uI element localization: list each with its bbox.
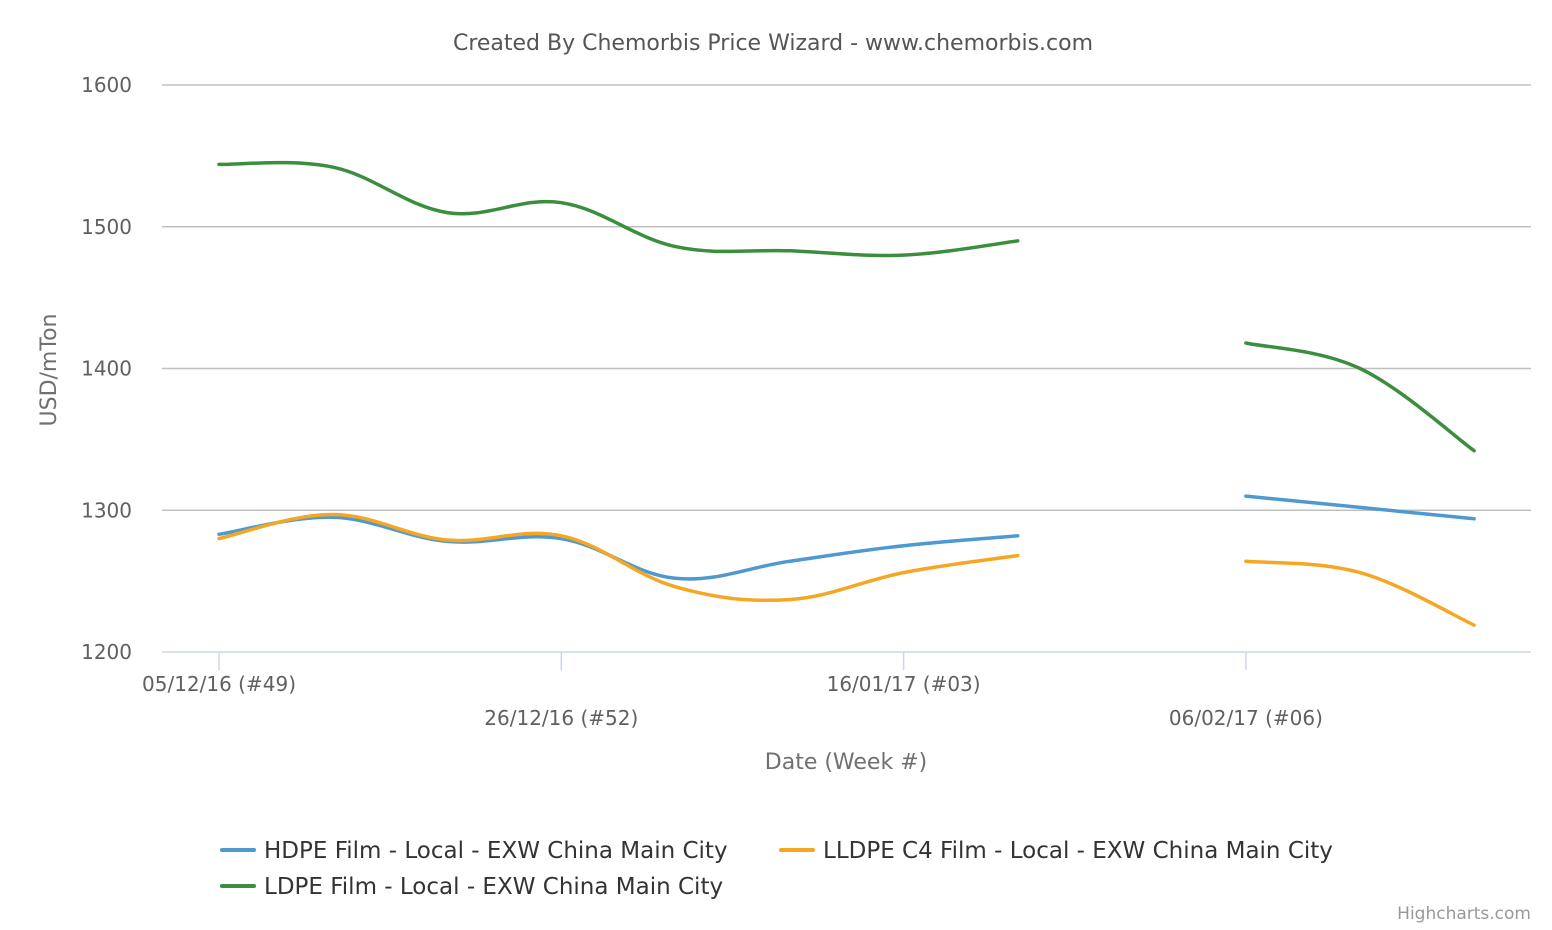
y-axis-tick-labels: 1200 1300 1400 1500 1600: [81, 73, 132, 664]
series-line-1-segment-1[interactable]: [1244, 559, 1476, 627]
legend-label: LLDPE C4 Film - Local - EXW China Main C…: [823, 838, 1333, 864]
series-line-0-segment-1[interactable]: [1244, 494, 1476, 521]
legend-item[interactable]: LLDPE C4 Film - Local - EXW China Main C…: [779, 838, 1333, 864]
y-tick-label: 1400: [81, 357, 132, 381]
legend-item[interactable]: HDPE Film - Local - EXW China Main City: [220, 838, 728, 864]
series-lines: [217, 160, 1476, 627]
legend-label: HDPE Film - Local - EXW China Main City: [264, 838, 728, 864]
y-tick-label: 1200: [81, 640, 132, 664]
x-tick-label: 26/12/16 (#52): [484, 706, 638, 730]
legend-item[interactable]: LDPE Film - Local - EXW China Main City: [220, 874, 723, 900]
x-axis: 05/12/16 (#49) 26/12/16 (#52) 16/01/17 (#0…: [142, 651, 1531, 730]
grid-lines: [162, 84, 1531, 511]
series-line-0-segment-0[interactable]: [217, 515, 1020, 581]
legend: HDPE Film - Local - EXW China Main City L…: [220, 838, 1333, 900]
series-line-2-segment-1[interactable]: [1244, 341, 1476, 453]
credits-link[interactable]: Highcharts.com: [1397, 904, 1531, 924]
x-tick-label: 06/02/17 (#06): [1169, 706, 1323, 730]
y-tick-label: 1300: [81, 498, 132, 522]
series-line-1-segment-0[interactable]: [217, 512, 1020, 603]
x-tick-label: 05/12/16 (#49): [142, 672, 296, 696]
legend-label: LDPE Film - Local - EXW China Main City: [264, 874, 723, 900]
x-axis-title: Date (Week #): [765, 750, 927, 775]
y-axis-title: USD/mTon: [37, 314, 62, 427]
y-tick-label: 1500: [81, 215, 132, 239]
chart-title: Created By Chemorbis Price Wizard - www.…: [453, 31, 1093, 56]
series-line-2-segment-0[interactable]: [217, 160, 1020, 258]
y-tick-label: 1600: [81, 73, 132, 97]
x-tick-label: 16/01/17 (#03): [827, 672, 981, 696]
